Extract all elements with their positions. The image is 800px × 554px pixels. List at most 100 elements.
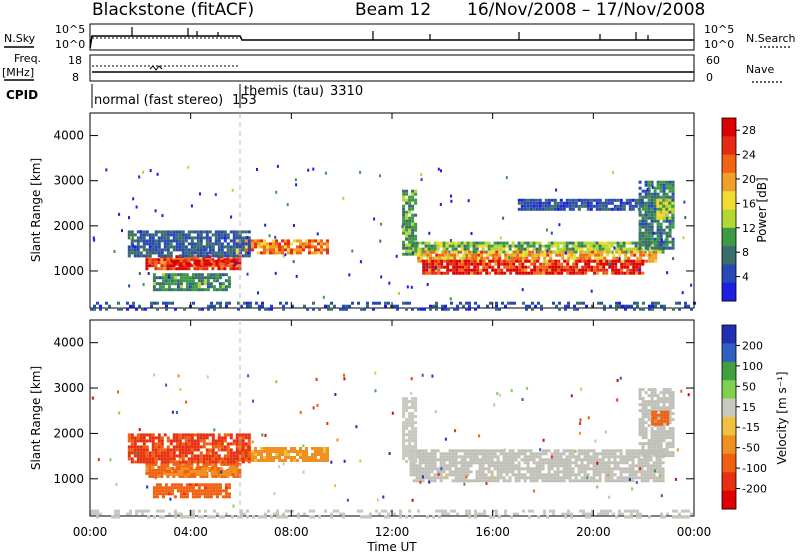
velocity-cell	[511, 461, 515, 465]
velocity-cell	[415, 479, 419, 483]
power-cell	[193, 248, 197, 252]
power-cell	[218, 273, 222, 277]
power-cell	[659, 201, 663, 205]
velocity-cell	[402, 436, 406, 440]
power-cell	[587, 268, 591, 272]
power-cell	[317, 239, 320, 243]
velocity-cell	[604, 449, 608, 453]
velocity-cell	[172, 460, 176, 464]
power-cell	[550, 231, 553, 235]
velocity-cell	[247, 445, 251, 449]
power-cell	[373, 217, 376, 221]
power-cell	[165, 301, 168, 305]
power-cell	[357, 301, 360, 305]
power-cell	[650, 225, 654, 229]
velocity-cell	[314, 453, 317, 456]
velocity-cell	[161, 489, 165, 493]
power-cell	[152, 276, 156, 280]
power-cell	[623, 271, 627, 275]
power-cell	[570, 250, 574, 254]
velocity-cell	[148, 454, 152, 458]
power-cell	[560, 268, 564, 272]
power-cell	[275, 248, 278, 252]
power-cell	[502, 244, 506, 248]
velocity-cell	[232, 454, 236, 458]
power-cell	[241, 230, 245, 234]
velocity-cell	[665, 430, 669, 434]
velocity-cell	[640, 458, 644, 462]
power-cell	[454, 247, 458, 251]
power-cell	[644, 228, 648, 232]
velocity-cell	[214, 442, 218, 446]
power-cell	[435, 253, 439, 257]
power-cell	[531, 253, 535, 257]
power-cell	[166, 267, 170, 271]
power-cell	[184, 236, 188, 240]
velocity-cell	[166, 451, 170, 455]
velocity-cell	[451, 479, 455, 483]
power-cell	[526, 244, 530, 248]
velocity-cell	[565, 464, 569, 468]
power-cell	[226, 251, 230, 255]
velocity-cell	[604, 467, 608, 471]
velocity-cell	[111, 515, 114, 519]
velocity-cell	[165, 473, 169, 476]
velocity-cell	[638, 397, 642, 401]
velocity-cell	[417, 509, 420, 513]
power-cell	[556, 207, 560, 211]
power-cell	[625, 247, 629, 251]
nsky-label: N.Sky	[4, 32, 36, 45]
velocity-cell	[201, 467, 205, 470]
velocity-cell	[161, 495, 165, 499]
velocity-cell	[421, 461, 425, 465]
power-cell	[550, 241, 554, 245]
power-cell	[293, 251, 296, 255]
power-cell	[455, 268, 459, 272]
velocity-cell	[433, 479, 437, 483]
power-cell	[181, 242, 185, 246]
power-cell	[405, 249, 409, 253]
power-cell	[650, 210, 654, 214]
power-cell	[217, 236, 221, 240]
velocity-cell	[185, 486, 189, 490]
power-cell	[138, 272, 141, 275]
velocity-cell	[603, 509, 606, 513]
power-cell	[597, 253, 601, 257]
velocity-cell	[154, 445, 158, 449]
velocity-cell	[474, 512, 477, 516]
velocity-cell	[666, 422, 670, 426]
velocity-cell	[641, 409, 645, 413]
power-cell	[471, 256, 475, 260]
velocity-cell	[176, 489, 180, 493]
velocity-cell	[496, 461, 500, 465]
velocity-cell	[414, 397, 418, 401]
velocity-cell	[220, 442, 224, 446]
velocity-cell	[511, 449, 515, 453]
power-cell	[641, 189, 645, 193]
velocity-cell	[198, 473, 202, 476]
power-cell	[139, 254, 143, 258]
velocity-cell	[247, 439, 251, 443]
power-cell	[535, 241, 539, 245]
velocity-cell	[665, 406, 669, 410]
power-cell	[402, 222, 406, 226]
power-cell	[421, 241, 425, 245]
velocity-cell	[148, 471, 152, 475]
velocity-cell	[299, 456, 302, 459]
power-cell	[169, 245, 173, 249]
velocity-cell	[179, 458, 182, 462]
power-cell	[632, 262, 636, 266]
velocity-cell	[414, 442, 418, 446]
power-cell	[618, 301, 621, 305]
velocity-cell	[191, 483, 195, 487]
power-cell	[90, 307, 93, 311]
power-cell	[616, 207, 620, 211]
power-cell	[575, 259, 579, 263]
velocity-cell	[641, 403, 645, 407]
velocity-cell	[317, 447, 320, 450]
velocity-cell	[317, 450, 320, 453]
power-cell	[523, 204, 527, 208]
power-colorbar-swatch	[722, 118, 736, 137]
power-cell	[348, 273, 351, 277]
power-cell	[466, 250, 470, 254]
